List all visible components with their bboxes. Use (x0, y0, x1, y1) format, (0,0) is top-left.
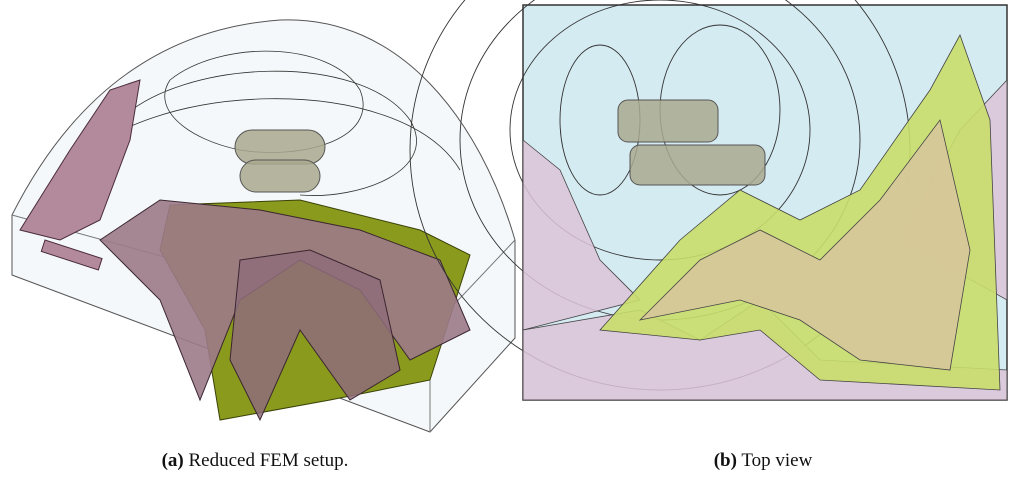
cylinder (630, 145, 765, 185)
caption-label: (a) (162, 450, 184, 471)
figure-images (0, 0, 1017, 440)
caption-text: Reduced FEM setup. (189, 450, 349, 471)
cylinder (618, 100, 718, 142)
cylinder (235, 130, 325, 164)
caption-label: (b) (714, 450, 737, 471)
cylinders (235, 130, 325, 192)
caption-text: Top view (741, 450, 812, 471)
page: {"figure": {"panels": [ {"label": "(a)",… (0, 0, 1017, 498)
caption-a: (a) Reduced FEM setup. (162, 450, 349, 472)
panel-a-image (12, 20, 515, 432)
cylinder (240, 160, 320, 192)
caption-b: (b) Top view (714, 450, 813, 472)
